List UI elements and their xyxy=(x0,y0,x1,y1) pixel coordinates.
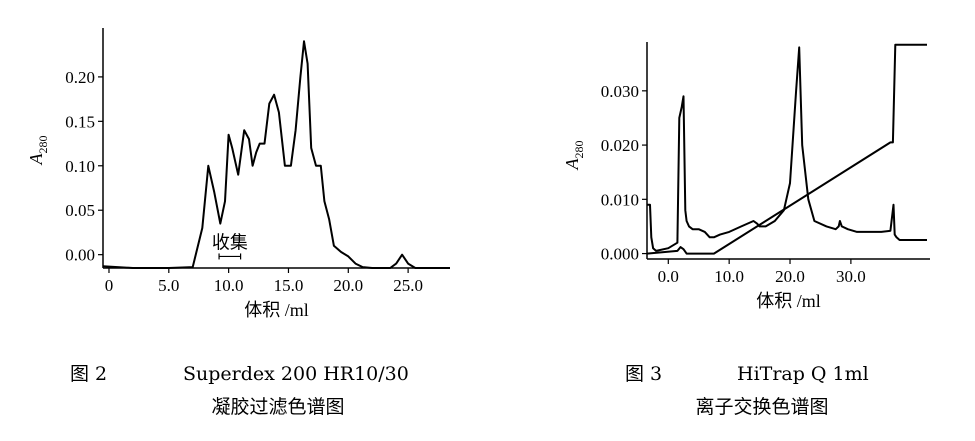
fig3-y-tick-label: 0.020 xyxy=(601,136,639,155)
fig3-x-tick-label: 20.0 xyxy=(775,267,805,286)
fig2-label: 图 2 xyxy=(70,363,107,385)
fig2-y-tick-label: 0.00 xyxy=(65,246,95,265)
fig3-caption-line2: 离子交换色谱图 xyxy=(695,396,828,418)
fig2-y-tick-label: 0.20 xyxy=(65,68,95,87)
fig3-caption-line1: HiTrap Q 1ml xyxy=(737,363,869,385)
fig2-y-tick-label: 0.15 xyxy=(65,112,95,131)
fig3-x-axis-title: 体积 /ml xyxy=(756,291,821,311)
fig3-series-line-0 xyxy=(647,46,927,252)
fig2-caption-line1: Superdex 200 HR10/30 xyxy=(183,363,409,385)
fig3-x-tick-label: 0.0 xyxy=(658,267,679,286)
fig3-series-line-1 xyxy=(646,43,927,255)
fig2-y-tick-label: 0.10 xyxy=(65,157,95,176)
fig2-caption-line2: 凝胶过滤色谱图 xyxy=(211,396,344,418)
fig3-x-tick-label: 10.0 xyxy=(714,267,744,286)
fig2-y-axis-title: A280 xyxy=(26,136,50,166)
fig2-x-tick-label: 20.0 xyxy=(333,276,363,295)
fig2-x-tick-label: 25.0 xyxy=(393,276,423,295)
fig3-y-tick-label: 0.000 xyxy=(601,245,639,264)
ion-exchange-chart: 0.0 10.0 20.0 30.0 0.000 0.010 0.020 0.030 体积 /m… xyxy=(562,42,930,311)
fig2-x-tick-label: 0 xyxy=(105,276,114,295)
fig3-y-tick-label: 0.030 xyxy=(601,82,639,101)
fig3-x-tick-label: 30.0 xyxy=(836,267,866,286)
fig2-x-tick-label: 10.0 xyxy=(214,276,244,295)
fig3-y-tick-label: 0.010 xyxy=(601,190,639,209)
fig2-x-axis-title: 体积 /ml xyxy=(244,300,309,320)
fig2-y-tick-label: 0.05 xyxy=(65,201,95,220)
fig3-label: 图 3 xyxy=(625,363,662,385)
fig2-series-line-0 xyxy=(102,40,450,269)
collect-annotation: 收集 xyxy=(212,232,248,252)
fig2-x-tick-label: 5.0 xyxy=(158,276,179,295)
fig2-x-tick-label: 15.0 xyxy=(274,276,304,295)
gel-filtration-chart: 0 5.0 10.0 15.0 20.0 25.0 0.00 0.05 0.10 0.15 0.20… xyxy=(26,28,450,320)
fig3-y-axis-title: A280 xyxy=(562,141,586,171)
